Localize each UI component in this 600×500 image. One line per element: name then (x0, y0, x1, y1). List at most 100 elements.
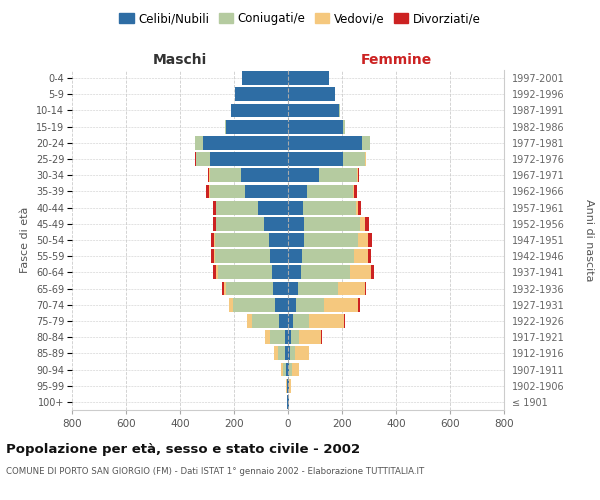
Bar (344, 314, 345, 328)
Bar (214, 250, 215, 263)
Bar (371, 266, 374, 280)
Bar (265, 330, 270, 344)
Bar (271, 250, 288, 263)
Bar (217, 200, 259, 214)
Bar (288, 298, 296, 312)
Bar (298, 282, 338, 296)
Bar (368, 233, 372, 247)
Bar (210, 152, 288, 166)
Bar (272, 266, 288, 280)
Bar (274, 346, 278, 360)
Bar (242, 71, 288, 85)
Bar (247, 314, 251, 328)
Bar (288, 136, 362, 149)
Bar (215, 250, 271, 263)
Bar (319, 168, 358, 182)
Bar (292, 362, 299, 376)
Bar (288, 88, 335, 101)
Bar (224, 120, 226, 134)
Bar (324, 298, 358, 312)
Bar (289, 362, 292, 376)
Bar (208, 168, 209, 182)
Bar (273, 282, 288, 296)
Bar (286, 362, 288, 376)
Bar (290, 330, 299, 344)
Bar (269, 233, 288, 247)
Bar (275, 298, 288, 312)
Bar (288, 104, 340, 118)
Bar (218, 266, 272, 280)
Bar (368, 250, 371, 263)
Bar (355, 184, 357, 198)
Bar (307, 184, 353, 198)
Bar (278, 346, 286, 360)
Bar (215, 233, 269, 247)
Legend: Celibi/Nubili, Coniugati/e, Vedovi/e, Divorziati/e: Celibi/Nubili, Coniugati/e, Vedovi/e, Di… (115, 8, 485, 30)
Bar (224, 282, 226, 296)
Bar (304, 233, 358, 247)
Text: Popolazione per età, sesso e stato civile - 2002: Popolazione per età, sesso e stato civil… (6, 442, 360, 456)
Bar (288, 71, 329, 85)
Bar (251, 314, 278, 328)
Bar (296, 298, 324, 312)
Bar (288, 362, 289, 376)
Bar (289, 379, 291, 392)
Bar (301, 266, 350, 280)
Bar (288, 152, 343, 166)
Bar (229, 298, 233, 312)
Bar (365, 217, 369, 230)
Bar (196, 152, 210, 166)
Bar (283, 362, 286, 376)
Bar (302, 250, 354, 263)
Bar (353, 184, 355, 198)
Bar (343, 120, 345, 134)
Bar (210, 184, 245, 198)
Bar (203, 136, 288, 149)
Text: Femmine: Femmine (361, 53, 431, 67)
Bar (278, 314, 288, 328)
Bar (288, 346, 290, 360)
Bar (288, 266, 301, 280)
Bar (343, 152, 365, 166)
Bar (264, 217, 288, 230)
Bar (211, 250, 214, 263)
Bar (223, 282, 224, 296)
Bar (350, 266, 371, 280)
Bar (358, 233, 368, 247)
Bar (358, 200, 361, 214)
Bar (288, 217, 304, 230)
Bar (206, 184, 209, 198)
Bar (286, 346, 288, 360)
Bar (303, 200, 356, 214)
Bar (213, 200, 216, 214)
Bar (287, 379, 288, 392)
Y-axis label: Fasce di età: Fasce di età (20, 207, 31, 273)
Bar (245, 184, 288, 198)
Bar (293, 314, 309, 328)
Bar (338, 282, 365, 296)
Bar (285, 330, 288, 344)
Bar (213, 266, 217, 280)
Bar (211, 233, 214, 247)
Bar (214, 233, 215, 247)
Bar (217, 266, 218, 280)
Bar (259, 200, 288, 214)
Bar (233, 298, 275, 312)
Bar (288, 233, 304, 247)
Bar (358, 168, 359, 182)
Bar (288, 282, 298, 296)
Bar (281, 362, 283, 376)
Bar (235, 88, 288, 101)
Bar (226, 282, 273, 296)
Bar (365, 282, 366, 296)
Bar (299, 330, 322, 344)
Bar (358, 298, 360, 312)
Bar (288, 330, 290, 344)
Bar (288, 120, 343, 134)
Bar (212, 217, 216, 230)
Bar (232, 104, 288, 118)
Bar (362, 136, 370, 149)
Text: COMUNE DI PORTO SAN GIORGIO (FM) - Dati ISTAT 1° gennaio 2002 - Elaborazione TUT: COMUNE DI PORTO SAN GIORGIO (FM) - Dati … (6, 468, 424, 476)
Bar (295, 346, 309, 360)
Bar (288, 250, 302, 263)
